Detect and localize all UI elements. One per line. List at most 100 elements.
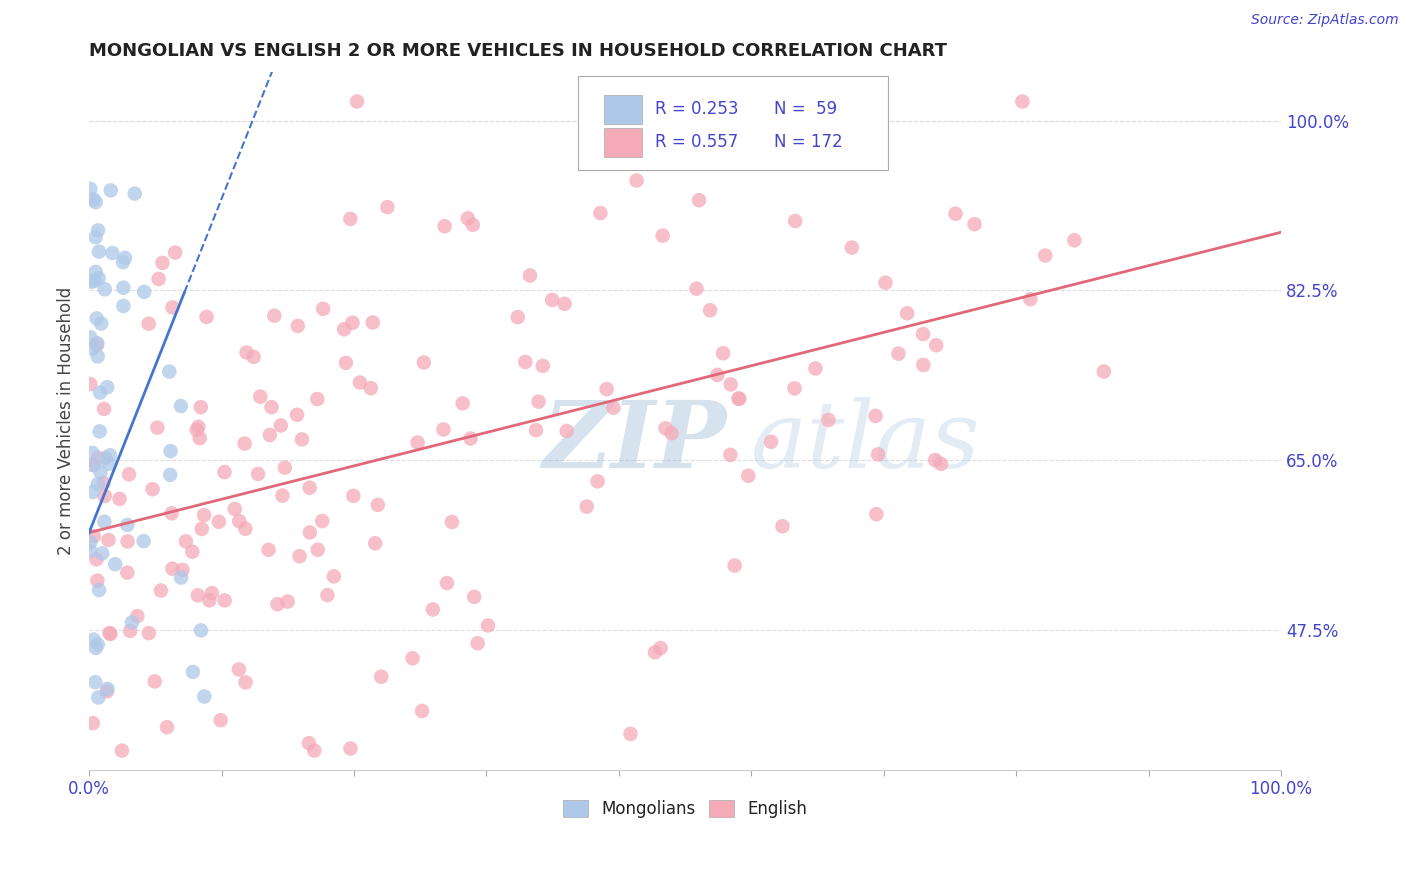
Point xyxy=(100,627,122,641)
Point xyxy=(322,569,344,583)
Point xyxy=(711,346,734,360)
Text: N =  59: N = 59 xyxy=(775,101,838,119)
Point xyxy=(524,423,547,437)
Bar xyxy=(605,128,643,157)
Point xyxy=(364,536,387,550)
Point xyxy=(121,615,143,630)
Text: R = 0.253: R = 0.253 xyxy=(655,101,738,119)
Point xyxy=(87,271,110,285)
Point xyxy=(198,593,221,607)
Point xyxy=(79,377,101,392)
Point xyxy=(82,716,104,731)
Point xyxy=(375,200,398,214)
Point xyxy=(79,535,101,549)
Point xyxy=(224,502,246,516)
Point xyxy=(1019,292,1042,306)
Point xyxy=(728,392,751,406)
Point xyxy=(411,704,433,718)
Point xyxy=(841,241,863,255)
Point xyxy=(626,173,648,187)
Point xyxy=(346,95,368,109)
Point xyxy=(89,385,111,400)
Point xyxy=(86,552,108,566)
Point xyxy=(865,409,887,423)
Point xyxy=(263,309,285,323)
Point xyxy=(298,736,321,750)
Point xyxy=(83,529,105,543)
Point xyxy=(108,491,131,506)
Point xyxy=(111,744,134,758)
Point xyxy=(912,327,935,342)
Point xyxy=(195,310,218,324)
Point xyxy=(146,420,169,434)
Point xyxy=(79,330,101,344)
Point xyxy=(298,525,321,540)
Point xyxy=(661,426,683,441)
Point xyxy=(316,588,339,602)
Point xyxy=(436,576,458,591)
Point xyxy=(83,192,105,206)
Point xyxy=(527,394,550,409)
Point xyxy=(93,475,115,490)
Point xyxy=(271,489,294,503)
Point xyxy=(148,272,170,286)
Point xyxy=(87,450,110,465)
Point xyxy=(401,651,423,665)
Point xyxy=(86,637,108,651)
Point xyxy=(260,400,283,414)
Point xyxy=(132,534,155,549)
Point xyxy=(274,460,297,475)
Point xyxy=(190,522,212,536)
Point xyxy=(718,448,741,462)
Point xyxy=(127,609,149,624)
Point xyxy=(339,741,361,756)
Point xyxy=(142,482,165,496)
Point xyxy=(865,507,887,521)
Point xyxy=(367,498,389,512)
Point xyxy=(93,489,115,503)
Point xyxy=(101,246,124,260)
Point xyxy=(100,183,122,197)
Point xyxy=(165,245,187,260)
Point xyxy=(654,421,676,435)
Point xyxy=(457,211,479,226)
Point xyxy=(124,186,146,201)
Point xyxy=(727,392,749,406)
Point xyxy=(114,251,136,265)
Point xyxy=(235,522,257,536)
Point xyxy=(89,465,111,479)
Point xyxy=(120,624,142,638)
Bar xyxy=(605,95,643,124)
Point xyxy=(235,345,257,359)
Point xyxy=(1092,365,1115,379)
Point xyxy=(589,206,612,220)
Point xyxy=(772,519,794,533)
Point xyxy=(174,534,197,549)
Point xyxy=(149,583,172,598)
Point xyxy=(349,376,371,390)
Point xyxy=(685,282,707,296)
Point xyxy=(531,359,554,373)
Point xyxy=(87,244,110,259)
Point xyxy=(162,301,184,315)
Point xyxy=(190,624,212,638)
Point xyxy=(896,306,918,320)
Point xyxy=(257,542,280,557)
Point xyxy=(214,593,236,607)
Point xyxy=(285,408,308,422)
Point xyxy=(83,274,105,288)
Point xyxy=(422,602,444,616)
Point xyxy=(98,448,121,462)
Point xyxy=(406,435,429,450)
Point xyxy=(134,285,156,299)
Point xyxy=(86,311,108,326)
Point xyxy=(467,636,489,650)
Point xyxy=(925,338,948,352)
Point xyxy=(89,425,111,439)
Point xyxy=(83,458,105,473)
Point xyxy=(117,566,139,580)
Point xyxy=(160,506,183,520)
Point xyxy=(84,265,107,279)
Point xyxy=(80,275,103,289)
Point xyxy=(1063,233,1085,247)
